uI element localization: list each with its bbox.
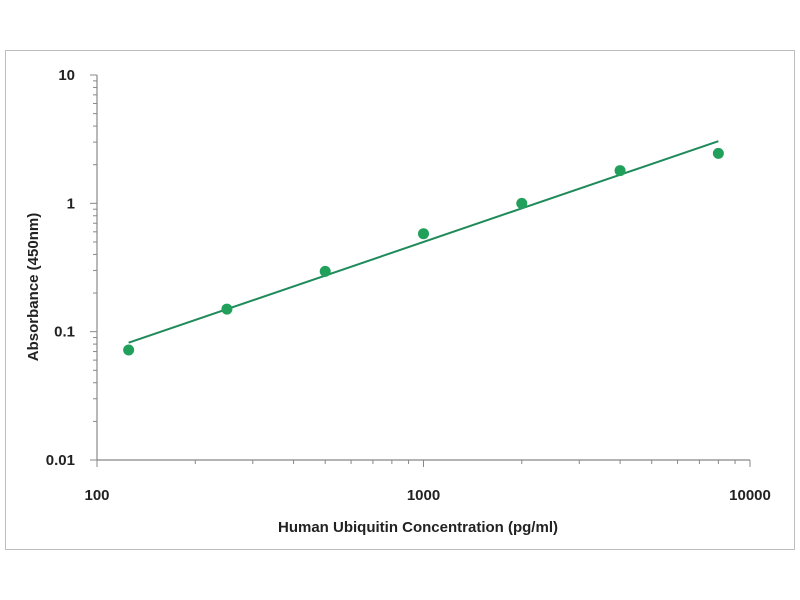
data-point: [221, 303, 233, 315]
y-tick-label: 10: [58, 67, 75, 84]
x-tick-label: 100: [84, 487, 109, 504]
data-points: [123, 147, 724, 356]
y-axis-title: Absorbance (450nm): [25, 213, 42, 361]
x-tick-label: 10000: [729, 487, 771, 504]
data-point: [614, 165, 626, 177]
data-point: [712, 147, 724, 159]
data-point: [123, 344, 135, 356]
chart-frame: [5, 50, 795, 550]
x-tick-label: 1000: [407, 487, 440, 504]
data-point: [319, 265, 331, 277]
y-tick-label: 0.1: [54, 324, 75, 341]
data-point: [516, 197, 528, 209]
axes: [96, 75, 750, 461]
y-tick-label: 0.01: [46, 452, 75, 469]
tick-labels: 100 1000 10000 10 1 0.1 0.01: [46, 67, 771, 504]
y-tick-label: 1: [67, 195, 75, 212]
x-axis-title: Human Ubiquitin Concentration (pg/ml): [278, 519, 558, 536]
data-point: [418, 228, 429, 240]
fit-line: [128, 140, 719, 344]
tick-marks: [90, 74, 751, 467]
fit-line-group: [128, 140, 719, 344]
